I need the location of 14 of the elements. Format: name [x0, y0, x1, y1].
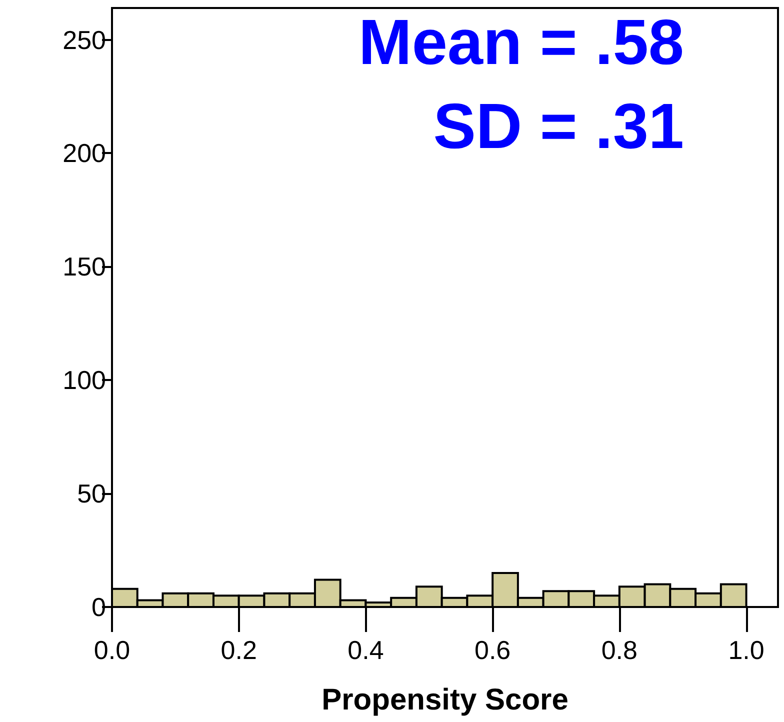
y-tick-label: 250 — [62, 24, 106, 55]
x-tick-label: 0.6 — [474, 635, 511, 665]
y-tick-label: 150 — [62, 252, 106, 282]
x-tick-label: 0.4 — [348, 635, 384, 665]
y-tick-label: 200 — [62, 138, 106, 168]
annotation: Mean = .58 — [358, 6, 684, 78]
x-axis-title: Propensity Score — [322, 684, 568, 716]
annotation: SD = .31 — [433, 90, 684, 162]
x-tick-label: 0.2 — [220, 635, 257, 665]
x-tick-label: 0.8 — [601, 635, 638, 665]
y-tick-label: 100 — [62, 365, 106, 396]
x-tick-label: 0.0 — [94, 635, 130, 665]
x-tick-label: 1.0 — [728, 635, 764, 665]
y-tick-label: 50 — [77, 478, 106, 509]
